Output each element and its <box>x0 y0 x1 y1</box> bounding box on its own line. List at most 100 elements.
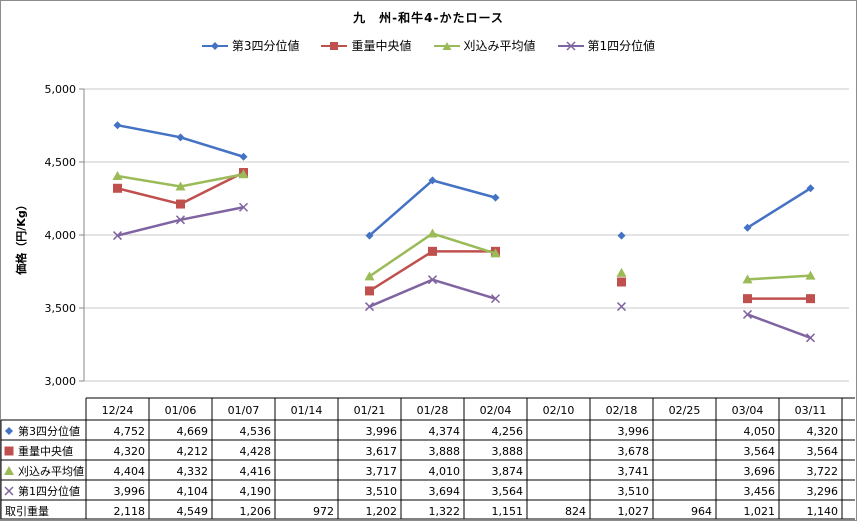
data-point <box>743 223 752 232</box>
data-point <box>112 171 123 181</box>
series-3 <box>112 202 816 343</box>
table-cell: 4,050 <box>744 425 776 438</box>
table-cell: 3,996 <box>114 485 146 498</box>
table-cell: 3,678 <box>618 445 650 458</box>
y-tick-label: 3,000 <box>45 375 77 388</box>
table-row-marker <box>4 486 14 496</box>
table-cell: 4,010 <box>429 465 461 478</box>
legend-label-q1: 第1四分位値 <box>587 39 656 53</box>
table-row-label: 刈込み平均値 <box>18 465 84 478</box>
data-point <box>364 271 375 281</box>
x-category-label: 01/14 <box>291 404 323 417</box>
table-cell: 3,564 <box>492 485 524 498</box>
table-row-label: 第1四分位値 <box>18 484 80 498</box>
data-point <box>617 231 626 240</box>
legend-label-median: 重量中央値 <box>351 39 412 53</box>
table-cell: 4,549 <box>177 505 209 518</box>
table-cell: 4,536 <box>240 425 272 438</box>
table-cell: 4,752 <box>114 425 146 438</box>
chart-title: 九 州-和牛4-かたロース <box>353 11 504 25</box>
table-cell: 3,564 <box>807 445 839 458</box>
table-row-label: 重量中央値 <box>18 444 73 458</box>
x-category-label: 01/07 <box>228 404 260 417</box>
table-cell: 4,404 <box>114 465 146 478</box>
y-tick-label: 3,500 <box>45 302 77 315</box>
legend-median-marker <box>321 41 348 50</box>
table-cell: 3,888 <box>429 445 461 458</box>
series-line <box>747 313 811 339</box>
legend-label-trimmed: 刈込み平均値 <box>463 39 536 53</box>
x-category-label: 02/10 <box>543 404 575 417</box>
y-tick-label: 4,500 <box>45 156 77 169</box>
y-tick-label: 4,000 <box>45 229 77 242</box>
x-category-label: 02/04 <box>480 404 512 417</box>
data-point <box>238 202 249 212</box>
table-row-marker <box>4 466 14 475</box>
x-category-label: 03/04 <box>732 404 764 417</box>
data-point <box>616 267 627 277</box>
series-line <box>746 187 812 229</box>
legend: 第3四分位値 重量中央値 刈込み平均値 第1四分位値 <box>0 37 857 54</box>
x-category-label: 01/28 <box>417 404 449 417</box>
x-category-label: 12/24 <box>102 404 134 417</box>
table-cell: 964 <box>691 505 712 518</box>
data-point <box>490 248 501 258</box>
table-cell: 1,021 <box>744 505 776 518</box>
table-row-label: 取引重量 <box>5 504 49 518</box>
table-cell: 1,206 <box>240 505 272 518</box>
table-cell: 3,717 <box>366 465 398 478</box>
y-tick-label: 5,000 <box>45 83 77 96</box>
table-cell: 3,696 <box>744 465 776 478</box>
data-point <box>806 184 815 193</box>
table-cell: 4,320 <box>114 445 146 458</box>
data-point <box>805 270 816 280</box>
table-cell: 3,694 <box>429 485 461 498</box>
data-point <box>428 176 437 185</box>
data-point <box>743 294 752 304</box>
legend-q3-marker <box>201 41 228 50</box>
data-point <box>176 133 185 142</box>
data-point <box>427 275 438 285</box>
data-point <box>365 286 374 296</box>
data-point <box>490 294 501 304</box>
data-point <box>428 246 437 256</box>
data-point <box>806 294 815 304</box>
x-category-label: 02/18 <box>606 404 638 417</box>
data-point <box>113 121 122 130</box>
table-cell: 4,374 <box>429 425 461 438</box>
table-cell: 3,722 <box>807 465 839 478</box>
table-cell: 1,151 <box>492 505 524 518</box>
data-point <box>617 277 626 287</box>
table-cell: 3,296 <box>807 485 839 498</box>
legend-item-trimmed: 刈込み平均値 <box>433 37 536 54</box>
table-row-label: 第3四分位値 <box>18 424 80 438</box>
table-cell: 1,202 <box>366 505 398 518</box>
legend-label-q3: 第3四分位値 <box>231 39 300 53</box>
legend-trimmed-marker <box>433 41 460 50</box>
table-cell: 1,322 <box>429 505 461 518</box>
table-cell: 972 <box>313 505 334 518</box>
data-point <box>742 309 753 319</box>
legend-q1-marker <box>557 40 584 51</box>
table-cell: 4,428 <box>240 445 272 458</box>
table-cell: 3,510 <box>618 485 650 498</box>
legend-item-q3: 第3四分位値 <box>201 37 300 54</box>
data-point <box>175 215 186 225</box>
table-cell: 3,996 <box>366 425 398 438</box>
x-category-label: 02/25 <box>669 404 701 417</box>
series-2 <box>112 169 816 284</box>
data-point <box>365 231 374 240</box>
table-cell: 3,456 <box>744 485 776 498</box>
table-cell: 3,996 <box>618 425 650 438</box>
table-cell: 3,741 <box>618 465 650 478</box>
table-cell: 3,564 <box>744 445 776 458</box>
x-category-label: 01/21 <box>354 404 386 417</box>
table-cell: 4,332 <box>177 465 209 478</box>
table-cell: 4,212 <box>177 445 209 458</box>
series-line <box>747 274 811 281</box>
data-point <box>742 274 753 284</box>
table-cell: 4,320 <box>807 425 839 438</box>
table-cell: 4,416 <box>240 465 272 478</box>
data-point <box>113 183 122 193</box>
data-point <box>364 302 375 312</box>
